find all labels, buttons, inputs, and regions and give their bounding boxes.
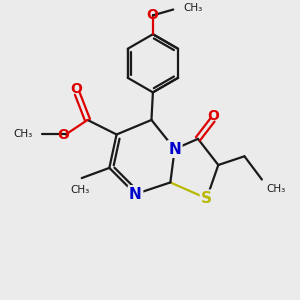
Text: S: S bbox=[201, 191, 212, 206]
Text: N: N bbox=[168, 142, 181, 157]
Text: CH₃: CH₃ bbox=[70, 185, 90, 195]
Text: O: O bbox=[70, 82, 82, 96]
Text: O: O bbox=[146, 8, 158, 22]
Text: N: N bbox=[129, 187, 142, 202]
Text: O: O bbox=[207, 109, 219, 123]
Text: CH₃: CH₃ bbox=[13, 130, 32, 140]
Text: O: O bbox=[58, 128, 69, 142]
Text: CH₃: CH₃ bbox=[183, 3, 203, 13]
Text: CH₃: CH₃ bbox=[266, 184, 286, 194]
